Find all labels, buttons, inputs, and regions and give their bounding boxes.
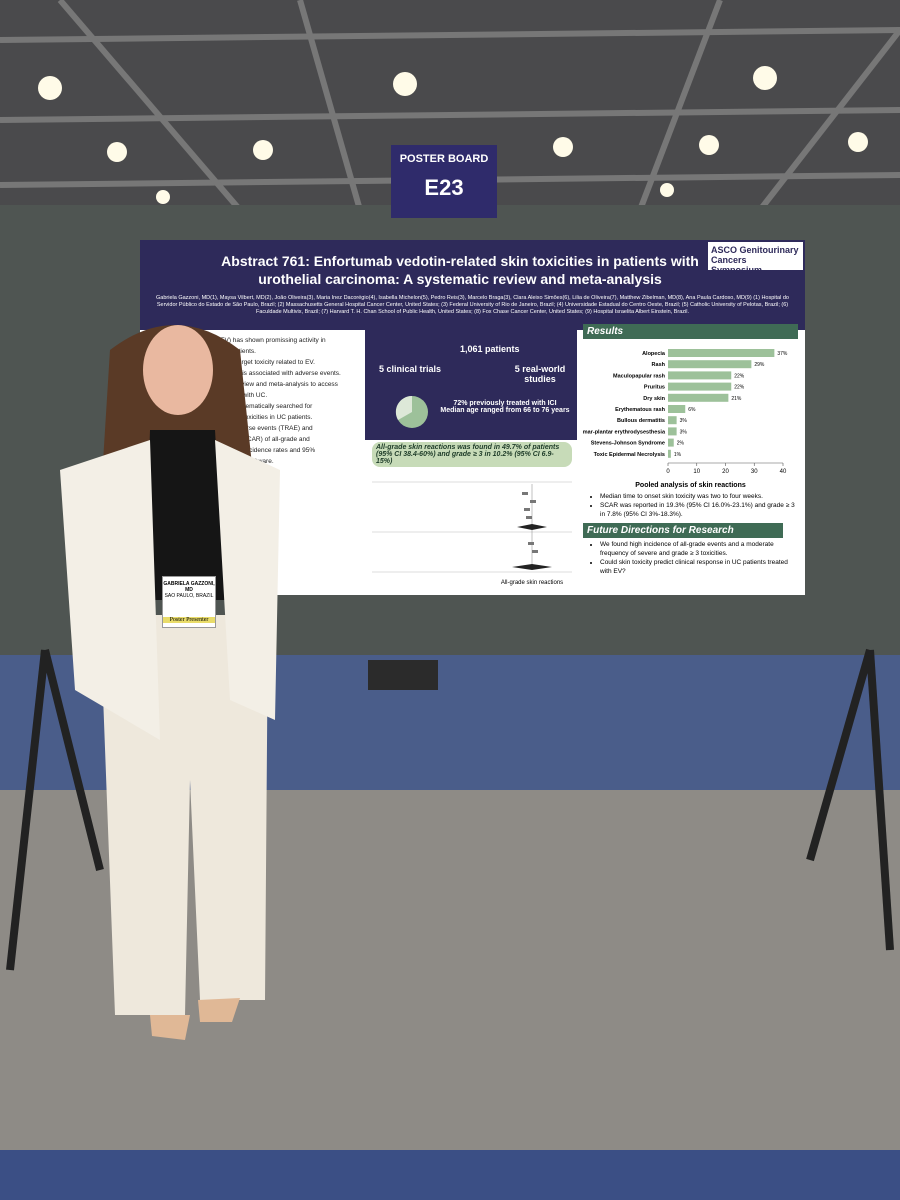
- sign-label: POSTER BOARD: [400, 153, 489, 165]
- future-bullet: Could skin toxicity predict clinical res…: [600, 558, 795, 576]
- authors: Gabriela Gazzoni, MD(1), Maysa Vilbert, …: [150, 295, 795, 316]
- bar: [668, 393, 729, 402]
- value-label: 22%: [734, 373, 745, 379]
- chart-title: Pooled analysis of skin reactions: [635, 482, 746, 489]
- x-tick-label: 0: [666, 469, 670, 475]
- category-label: Alopecia: [642, 351, 666, 357]
- category-label: Pruritus: [644, 385, 665, 391]
- value-label: 21%: [731, 396, 742, 402]
- bar: [668, 449, 671, 458]
- value-label: 3%: [680, 418, 688, 424]
- value-label: 37%: [777, 351, 788, 357]
- result-bullet: Median time to onset skin toxicity was t…: [600, 492, 795, 501]
- badge-role: Poster Presenter: [163, 617, 215, 623]
- category-label: Erythematous rash: [615, 407, 665, 413]
- category-label: Maculopapular rash: [613, 373, 666, 379]
- future-bullet: We found high incidence of all-grade eve…: [600, 540, 795, 558]
- bar: [668, 382, 732, 391]
- future-bullets: We found high incidence of all-grade eve…: [590, 540, 795, 576]
- value-label: 2%: [677, 441, 685, 447]
- bar-chart: 0 10 20 30 40 Alopecia 37% Rash 29% Maculopapular…: [583, 349, 788, 475]
- category-label: Bullous dermatitis: [617, 418, 665, 424]
- summary-panel: 1,061 patients 5 clinical trials 5 real-…: [365, 330, 577, 440]
- category-label: Toxic Epidermal Necrolysis: [594, 452, 665, 458]
- x-tick-label: 20: [722, 469, 729, 475]
- value-label: 22%: [734, 385, 745, 391]
- clinical-trials: 5 clinical trials: [378, 364, 442, 374]
- bar: [668, 427, 677, 436]
- left-text: taneous toxicities in UC patients.: [218, 414, 313, 421]
- easel: [6, 648, 894, 971]
- value-label: 3%: [680, 429, 688, 435]
- category-label: Dry skin: [643, 396, 665, 402]
- poster-title: Abstract 761: Enfortumab vedotin-related…: [221, 253, 699, 287]
- age: Median age ranged from 66 to 76 years: [440, 407, 570, 414]
- value-label: 6%: [688, 407, 696, 413]
- cohort-text: 72% previously treated with ICI Median ag…: [435, 400, 575, 414]
- patients: 1,061 patients: [460, 344, 520, 354]
- ici: 72% previously treated with ICI: [453, 400, 557, 407]
- results-heading: Results: [583, 324, 798, 339]
- left-text: ated adverse events (TRAE) and: [218, 425, 313, 432]
- lights: [38, 66, 868, 204]
- highlight: All-grade skin reactions was found in 49…: [372, 442, 572, 467]
- left-text: actions (SCAR) of all-grade and: [218, 436, 310, 443]
- category-label: Rash: [652, 362, 666, 368]
- forest-caption: All-grade skin reactions: [501, 580, 563, 586]
- left-text: matic review and meta-analysis to access: [218, 381, 338, 388]
- badge-city: SAO PAULO, BRAZIL: [164, 593, 214, 599]
- future-heading: Future Directions for Research: [583, 523, 783, 538]
- left-text: as on-target toxicity related to EV.: [218, 359, 315, 366]
- x-tick-label: 40: [780, 469, 787, 475]
- x-tick-label: 30: [751, 469, 758, 475]
- real-world: 5 real-world studies: [514, 364, 566, 384]
- category-label: Palmar-plantar erythrodysesthesia: [583, 429, 666, 435]
- forest-plot: All-grade skin reactions: [372, 481, 572, 586]
- logo: ASCO Genitourinary Cancers Symposium: [708, 242, 803, 275]
- poster-header: Abstract 761: Enfortumab vedotin-related…: [140, 240, 805, 330]
- left-text: s overall incidence rates and 95%: [218, 447, 316, 454]
- sign-number: E23: [424, 175, 463, 200]
- bar: [668, 360, 752, 369]
- sign: [391, 145, 497, 218]
- badge-name: GABRIELA GAZZONI, MD: [163, 581, 215, 593]
- affiliations: (1) Hospital do Servidor Público do Esta…: [156, 295, 789, 315]
- results-bullets: Median time to onset skin toxicity was t…: [590, 492, 795, 519]
- result-bullet: SCAR was reported in 19.3% (95% CI 16.0%…: [600, 501, 795, 519]
- bar: [668, 371, 732, 380]
- x-tick-label: 10: [693, 469, 700, 475]
- bar: [668, 405, 686, 413]
- badge: GABRIELA GAZZONI, MD SAO PAULO, BRAZIL P…: [162, 576, 216, 628]
- left-text: the skin is associated with adverse even…: [218, 370, 341, 377]
- bar: [668, 416, 677, 425]
- value-label: 1%: [674, 452, 682, 458]
- value-label: 29%: [754, 362, 765, 368]
- left-text: (EV) has shown promissing activity in: [218, 337, 326, 344]
- pie-icon: [395, 395, 428, 428]
- carpet: [0, 1150, 900, 1200]
- bar: [668, 438, 674, 447]
- left-text: were systematically searched for: [218, 403, 313, 410]
- category-label: Stevens-Johnson Syndrome: [591, 441, 665, 447]
- bar: [668, 349, 775, 357]
- author-list: Gabriela Gazzoni, MD(1), Maysa Vilbert, …: [156, 295, 752, 301]
